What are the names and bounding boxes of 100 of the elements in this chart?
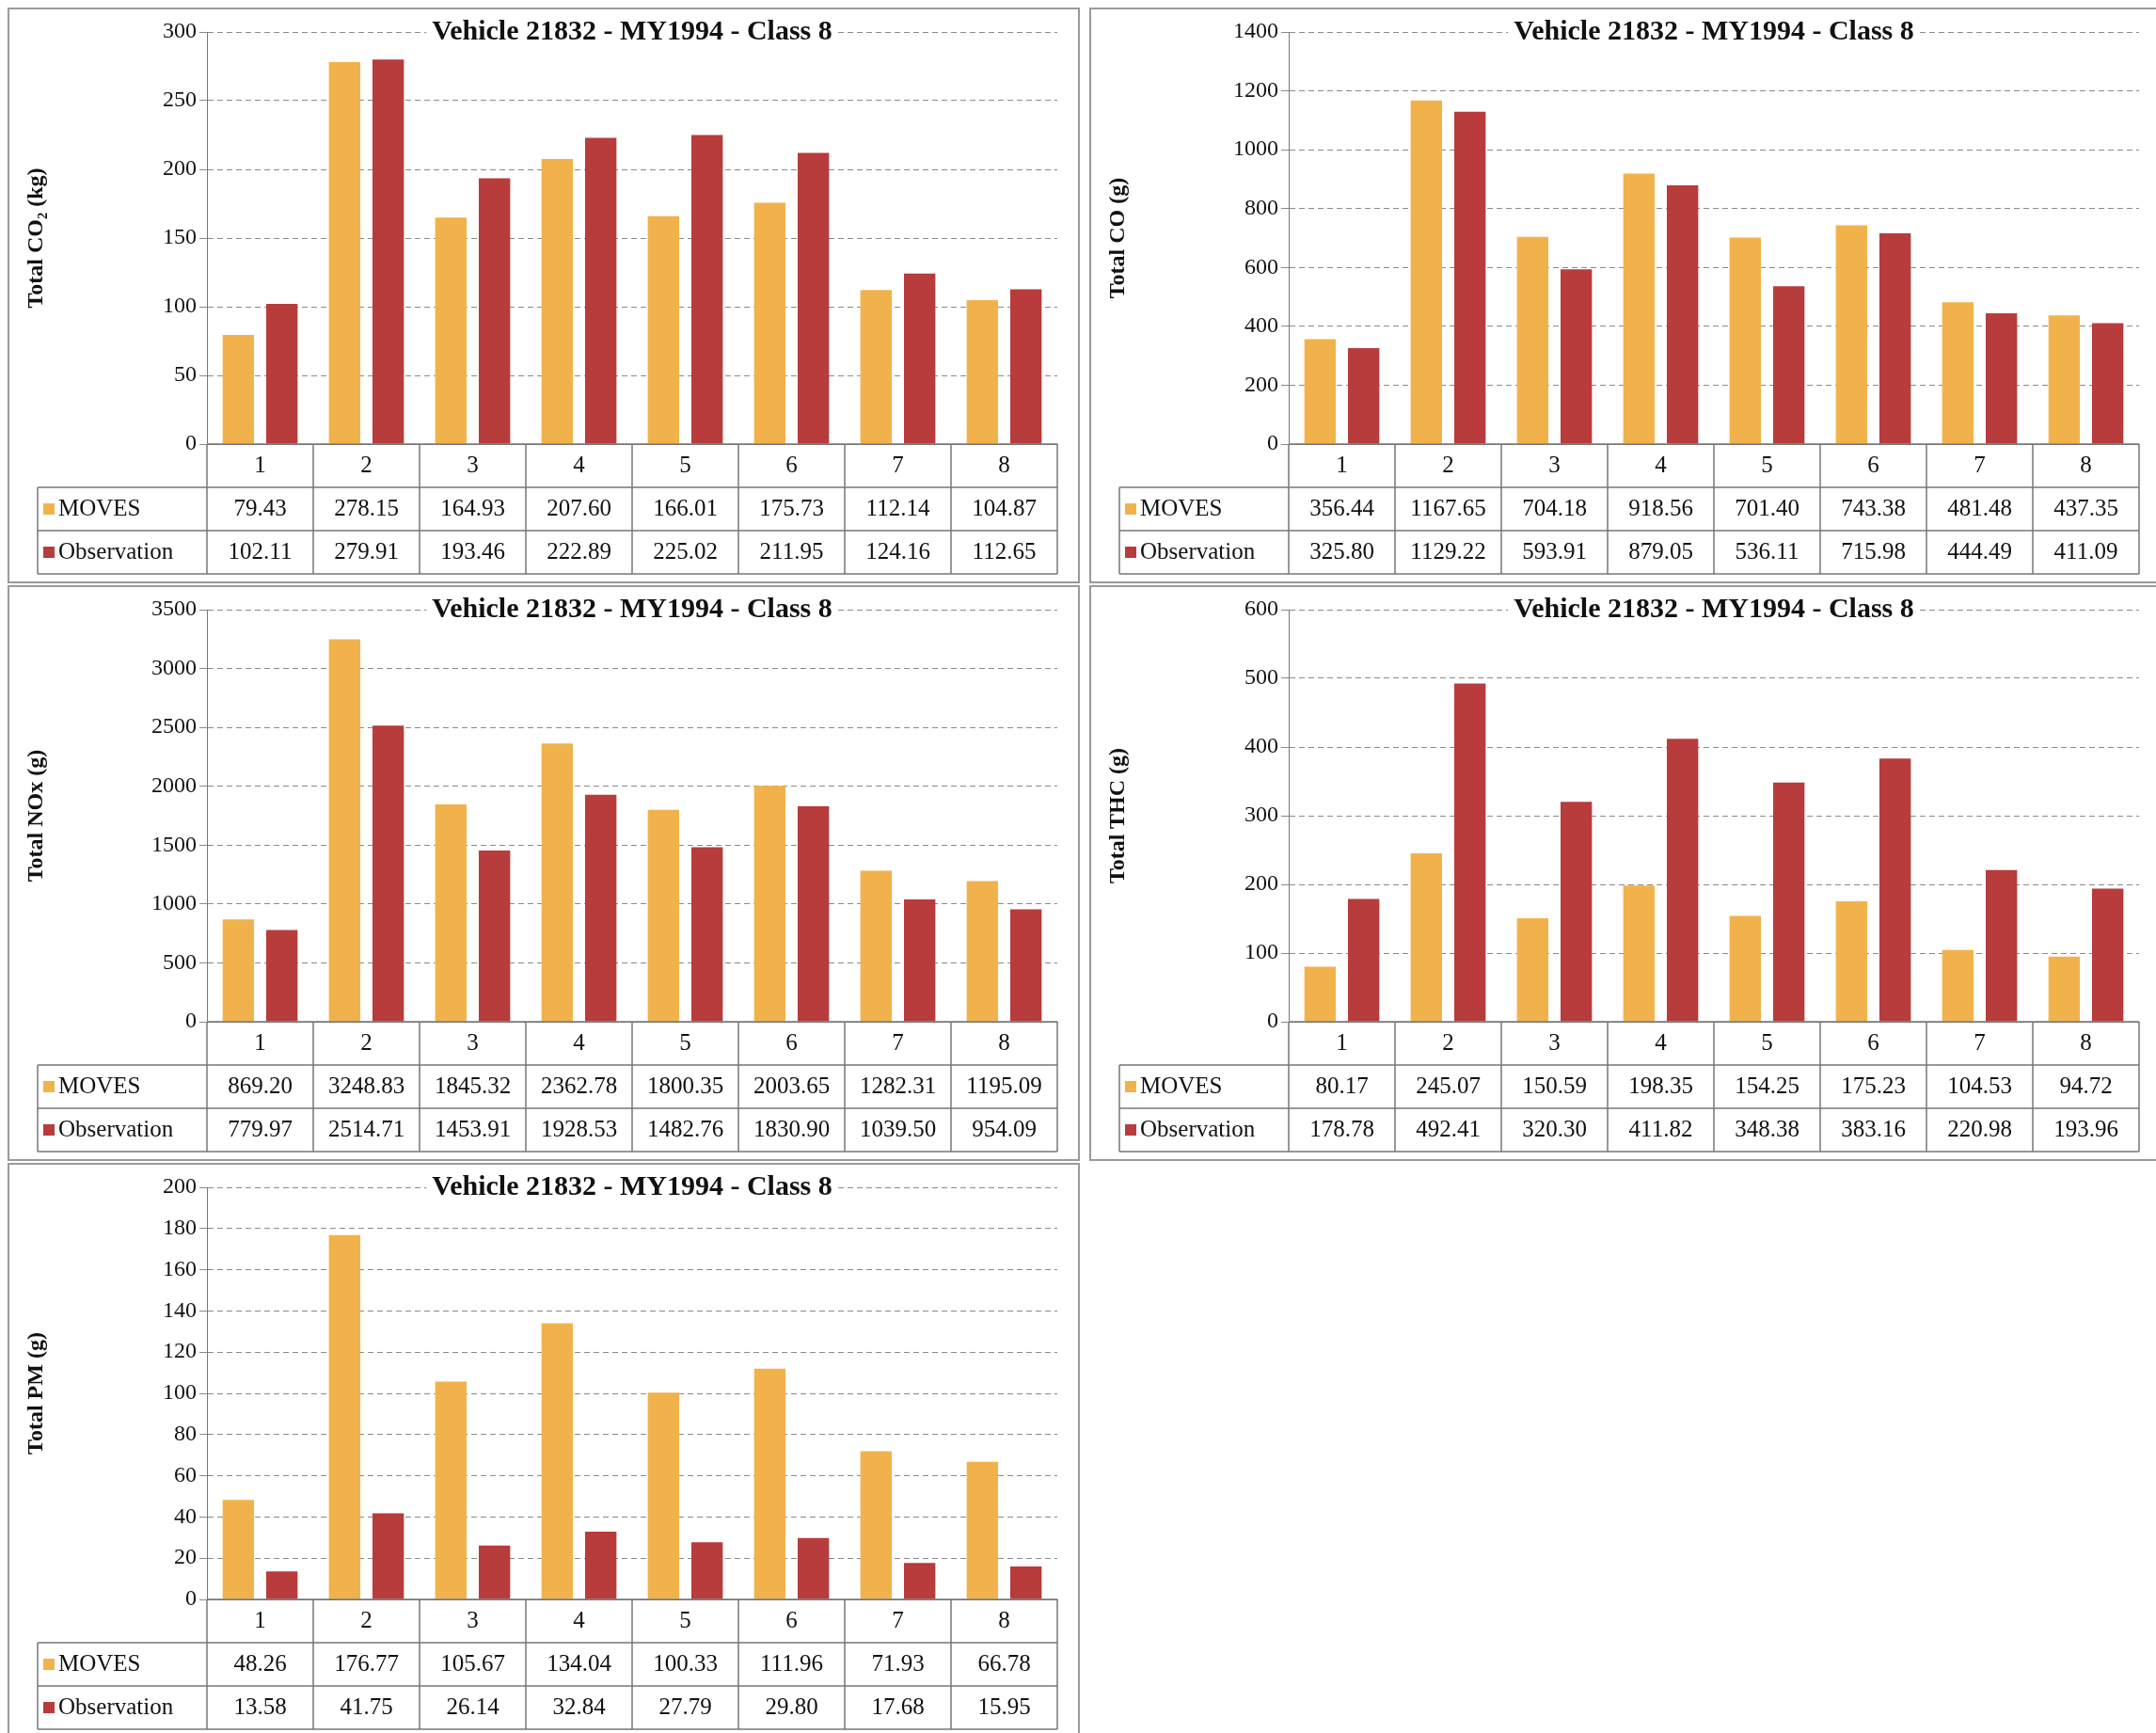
y-tick-label: 180	[163, 1215, 197, 1240]
bar	[2091, 323, 2124, 444]
data-label: 245.07	[1416, 1072, 1481, 1098]
bar	[647, 809, 680, 1022]
bar	[584, 1532, 617, 1599]
bar	[265, 930, 298, 1022]
bar	[1729, 915, 1762, 1022]
y-tick-label: 600	[1244, 253, 1278, 278]
bar	[222, 919, 255, 1022]
bar	[966, 1461, 999, 1599]
y-axis-title: Total PM (g)	[22, 1332, 47, 1455]
bar	[584, 137, 617, 444]
y-tick-label: 2000	[151, 772, 197, 798]
x-tick-label: 8	[998, 451, 1010, 477]
y-tick-label: 3000	[151, 654, 197, 679]
x-tick-label: 2	[1442, 451, 1454, 477]
data-label: 536.11	[1735, 537, 1799, 564]
x-tick-label: 2	[360, 451, 373, 477]
bar	[966, 881, 999, 1022]
data-label: 2362.78	[540, 1072, 618, 1098]
x-tick-label: 8	[998, 1028, 1010, 1055]
bar	[1666, 184, 1699, 444]
data-label: 954.09	[972, 1115, 1037, 1141]
data-label: 100.33	[653, 1649, 718, 1676]
x-tick-label: 1	[254, 1606, 266, 1632]
bar	[797, 805, 830, 1022]
bar	[478, 1545, 511, 1599]
data-label: 150.59	[1522, 1072, 1587, 1098]
bar	[860, 290, 893, 444]
data-label: 715.98	[1841, 537, 1906, 564]
bar	[328, 61, 361, 444]
x-tick-label: 2	[360, 1606, 373, 1632]
data-label: 17.68	[871, 1693, 925, 1719]
legend-label: Observation	[1140, 537, 1256, 564]
legend-label: Observation	[58, 1693, 174, 1719]
data-label: 444.49	[1947, 537, 2012, 564]
y-tick-label: 1000	[151, 890, 197, 915]
bar	[860, 1451, 893, 1599]
data-label: 176.77	[334, 1649, 399, 1676]
x-tick-label: 5	[1761, 451, 1773, 477]
bar	[1623, 885, 1656, 1022]
data-label: 193.46	[440, 537, 505, 564]
x-tick-label: 4	[573, 1028, 586, 1055]
data-label: 492.41	[1416, 1115, 1481, 1141]
bar	[1942, 302, 1974, 444]
bar	[1516, 918, 1549, 1022]
y-tick-label: 150	[163, 224, 197, 249]
bar	[2091, 888, 2124, 1022]
bar	[1666, 739, 1699, 1022]
data-label: 220.98	[1947, 1115, 2012, 1141]
data-label: 66.78	[977, 1649, 1031, 1676]
data-label: 222.89	[547, 537, 611, 564]
bar	[1304, 966, 1337, 1022]
y-tick-label: 250	[163, 87, 197, 112]
bar	[265, 1571, 298, 1599]
x-tick-label: 2	[1442, 1028, 1454, 1055]
data-label: 26.14	[446, 1693, 500, 1719]
data-label: 437.35	[2053, 494, 2118, 520]
data-label: 104.87	[972, 494, 1037, 520]
bar	[1560, 269, 1593, 444]
legend-label: MOVES	[58, 1649, 141, 1676]
data-label: 356.44	[1309, 494, 1375, 520]
data-label: 15.95	[977, 1693, 1031, 1719]
bar	[1623, 173, 1656, 444]
data-label: 48.26	[233, 1649, 287, 1676]
data-label: 225.02	[653, 537, 718, 564]
data-label: 779.97	[228, 1115, 293, 1141]
y-tick-label: 500	[1244, 664, 1278, 690]
bar	[1009, 289, 1042, 444]
y-axis-title: Total CO₂ (kg)	[22, 167, 47, 309]
y-tick-label: 40	[174, 1502, 197, 1528]
x-tick-label: 4	[1655, 1028, 1668, 1055]
x-tick-label: 2	[360, 1028, 373, 1055]
y-tick-label: 100	[163, 293, 197, 318]
y-tick-label: 160	[163, 1255, 197, 1280]
x-tick-label: 8	[2080, 1028, 2092, 1055]
x-tick-label: 3	[1548, 1028, 1561, 1055]
bar	[690, 135, 723, 444]
bar	[478, 851, 511, 1022]
x-tick-label: 5	[679, 1028, 691, 1055]
bar	[372, 59, 404, 444]
data-label: 278.15	[334, 494, 399, 520]
bar	[1304, 339, 1337, 444]
x-tick-label: 6	[785, 1028, 798, 1055]
chart-title: Vehicle 21832 - MY1994 - Class 8	[432, 591, 832, 623]
data-label: 1453.91	[434, 1115, 512, 1141]
chart-title: Vehicle 21832 - MY1994 - Class 8	[432, 13, 832, 45]
data-label: 112.14	[865, 494, 930, 520]
x-tick-label: 7	[1974, 451, 1986, 477]
legend-label: Observation	[58, 1115, 174, 1141]
data-label: 41.75	[340, 1693, 393, 1719]
data-label: 1039.50	[859, 1115, 937, 1141]
bar	[1879, 758, 1911, 1022]
data-label: 411.82	[1628, 1115, 1693, 1141]
bar	[328, 1234, 361, 1599]
data-label: 94.72	[2059, 1072, 2113, 1098]
data-label: 154.25	[1735, 1072, 1799, 1098]
bar	[753, 786, 786, 1022]
data-label: 1800.35	[646, 1072, 724, 1098]
bar	[1347, 898, 1380, 1022]
